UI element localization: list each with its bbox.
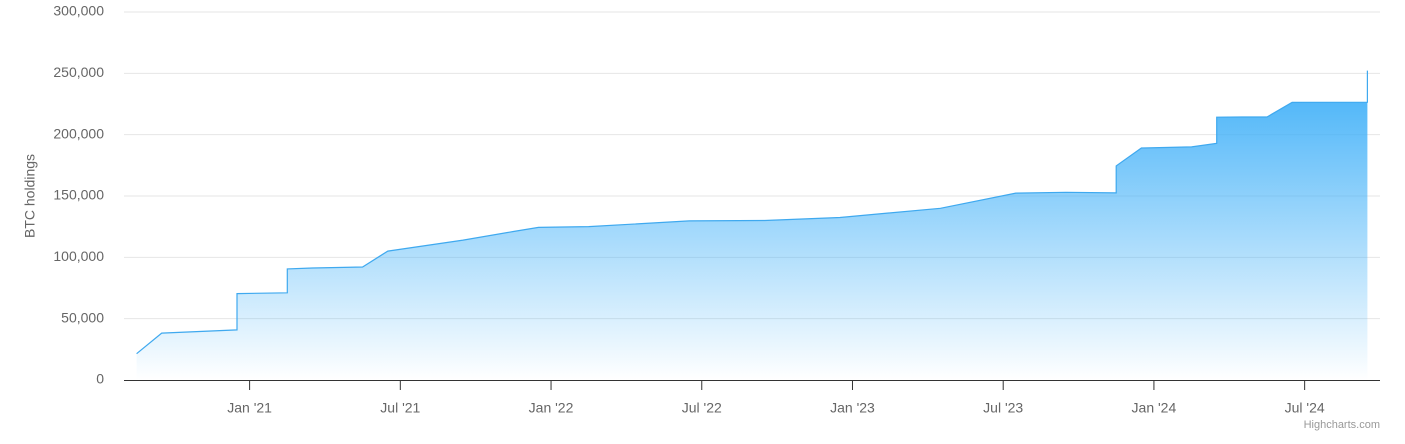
- area-line: [136, 70, 1368, 355]
- y-tick-label: 250,000: [53, 64, 104, 80]
- x-tick-label: Jul '22: [682, 400, 722, 416]
- credits[interactable]: Highcharts.com: [1304, 419, 1380, 431]
- x-tick-label: Jul '23: [983, 400, 1023, 416]
- y-tick-label: 150,000: [53, 187, 104, 203]
- y-axis-title: BTC holdings: [22, 154, 38, 238]
- x-tick-label: Jan '24: [1132, 400, 1177, 416]
- area-fill: [136, 70, 1368, 380]
- x-tick-label: Jan '21: [227, 400, 272, 416]
- x-tick-label: Jul '21: [380, 400, 420, 416]
- x-tick-label: Jan '22: [529, 400, 574, 416]
- y-tick-label: 200,000: [53, 125, 104, 141]
- x-tick-label: Jul '24: [1285, 400, 1325, 416]
- x-tick-label: Jan '23: [830, 400, 875, 416]
- y-tick-label: 300,000: [53, 3, 104, 19]
- y-tick-label: 0: [96, 371, 104, 387]
- y-tick-label: 50,000: [61, 309, 104, 325]
- y-tick-label: 100,000: [53, 248, 104, 264]
